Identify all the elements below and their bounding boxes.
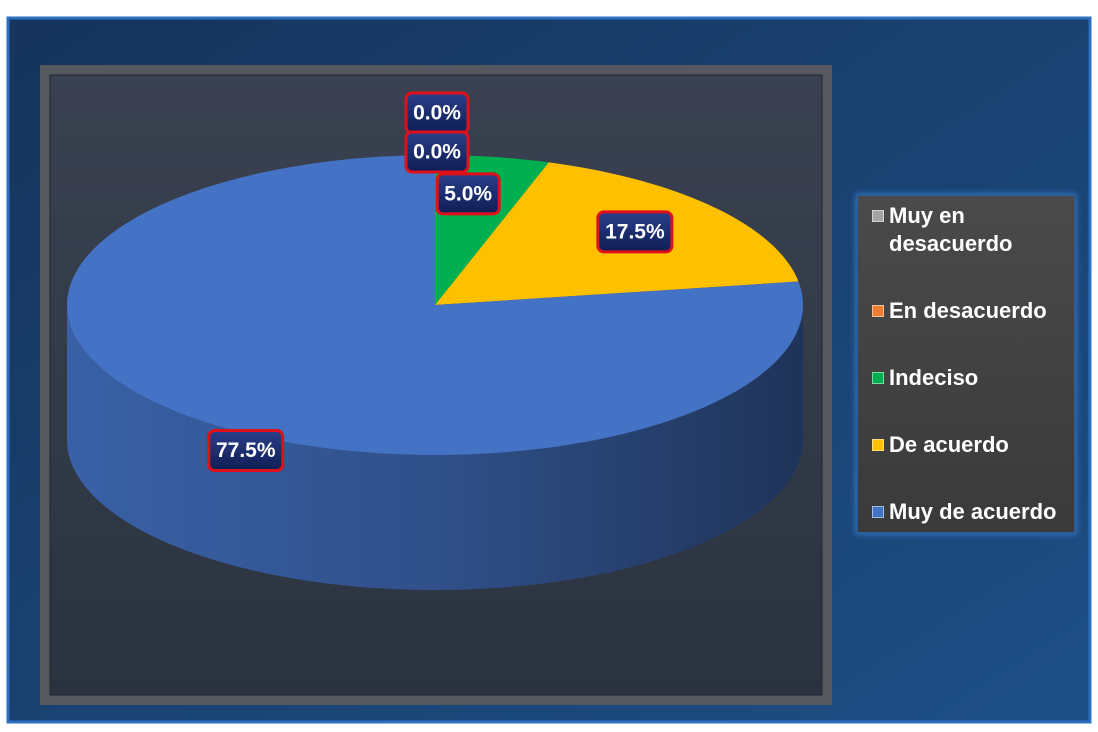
data-label-box [404, 130, 470, 174]
legend-label: Indeciso [889, 365, 979, 390]
data-labels: 0.0% 0.0% 5.0% 17.5% 77.5% [207, 91, 674, 473]
legend-label: En desacuerdo [889, 298, 1047, 323]
legend-label: Muy en desacuerdo [889, 203, 1013, 256]
legend: Muy en desacuerdo En desacuerdo Indeciso De… [856, 194, 1076, 534]
legend-swatch [872, 210, 884, 222]
legend-label: Muy de acuerdo [889, 499, 1057, 524]
pie [67, 155, 803, 590]
data-label: 0.0% [413, 102, 461, 125]
data-label-box [207, 429, 285, 473]
data-label: 5.0% [444, 182, 492, 205]
legend-entry: Muy de acuerdo [866, 498, 1066, 526]
data-label: 77.5% [216, 439, 276, 462]
legend-entry: Indeciso [866, 364, 1066, 392]
slice-side-shade [67, 305, 803, 590]
data-label-box [435, 172, 501, 216]
data-label: 17.5% [605, 220, 665, 243]
data-label: 0.0% [413, 141, 461, 164]
legend-entry: Muy en desacuerdo [866, 202, 1066, 258]
legend-label: De acuerdo [889, 432, 1009, 457]
slice [67, 155, 803, 455]
legend-swatch [872, 439, 884, 451]
legend-swatch [872, 305, 884, 317]
legend-swatch [872, 506, 884, 518]
legend-entry: De acuerdo [866, 431, 1066, 459]
data-label-box [596, 210, 674, 254]
legend-entry: En desacuerdo [866, 297, 1066, 325]
legend-swatch [872, 372, 884, 384]
